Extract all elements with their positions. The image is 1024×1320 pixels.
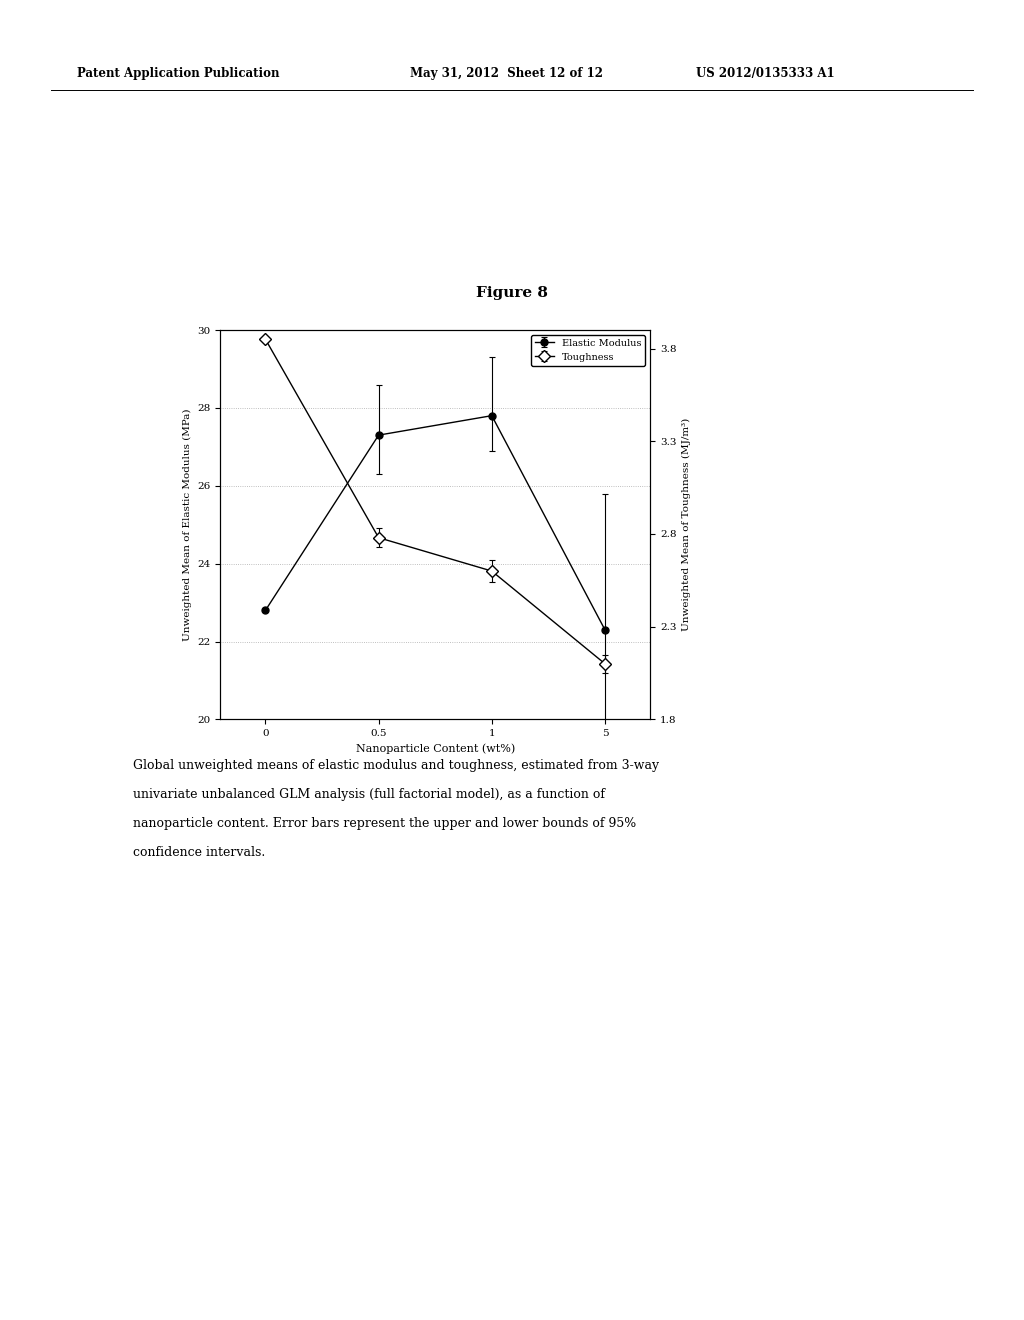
Text: Figure 8: Figure 8 bbox=[476, 285, 548, 300]
Text: May 31, 2012  Sheet 12 of 12: May 31, 2012 Sheet 12 of 12 bbox=[410, 67, 602, 81]
Y-axis label: Unweighted Mean of Toughness (MJ/m³): Unweighted Mean of Toughness (MJ/m³) bbox=[682, 418, 691, 631]
Text: confidence intervals.: confidence intervals. bbox=[133, 846, 265, 859]
Text: Patent Application Publication: Patent Application Publication bbox=[77, 67, 280, 81]
Y-axis label: Unweighted Mean of Elastic Modulus (MPa): Unweighted Mean of Elastic Modulus (MPa) bbox=[182, 408, 191, 642]
Text: univariate unbalanced GLM analysis (full factorial model), as a function of: univariate unbalanced GLM analysis (full… bbox=[133, 788, 605, 801]
Text: Global unweighted means of elastic modulus and toughness, estimated from 3-way: Global unweighted means of elastic modul… bbox=[133, 759, 659, 772]
X-axis label: Nanoparticle Content (wt%): Nanoparticle Content (wt%) bbox=[355, 743, 515, 754]
Text: nanoparticle content. Error bars represent the upper and lower bounds of 95%: nanoparticle content. Error bars represe… bbox=[133, 817, 636, 830]
Text: US 2012/0135333 A1: US 2012/0135333 A1 bbox=[696, 67, 835, 81]
Legend: Elastic Modulus, Toughness: Elastic Modulus, Toughness bbox=[530, 335, 645, 366]
